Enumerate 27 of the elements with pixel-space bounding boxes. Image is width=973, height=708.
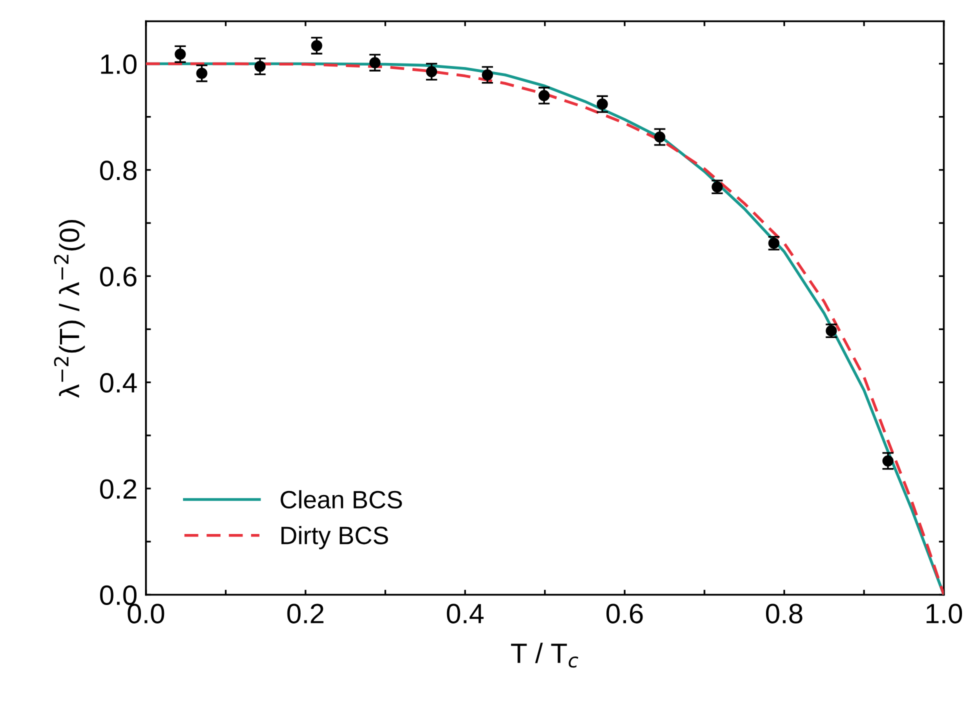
point — [311, 40, 322, 52]
x-tick-label: 0.2 — [287, 604, 324, 624]
point — [654, 131, 666, 143]
x-tick-label: 1.0 — [926, 604, 962, 624]
point — [254, 60, 266, 72]
y-axis-title: λ$^{−2}$(T) / λ$^{−2}$(0) — [54, 220, 85, 398]
point — [369, 57, 380, 68]
y-tick-label: 0.0 — [100, 585, 137, 606]
legend-label: Dirty BCS — [281, 526, 388, 550]
point — [538, 90, 550, 102]
y-tick-label: 0.6 — [100, 266, 136, 286]
point — [482, 69, 493, 80]
x-tick-label: 0.4 — [446, 604, 484, 624]
y-tick-label: 0.8 — [100, 160, 136, 180]
y-tick-label: 1.0 — [101, 54, 137, 74]
point — [596, 98, 608, 110]
point — [196, 68, 208, 79]
x-tick-label: 0.0 — [128, 604, 164, 624]
point — [426, 66, 438, 78]
x-tick-label: 0.6 — [606, 604, 643, 624]
y-tick-label: 0.4 — [100, 372, 137, 393]
y-tick-label: 0.2 — [100, 479, 136, 499]
x-axis-title: T / T$_{c}$ — [511, 642, 578, 668]
point — [882, 455, 894, 466]
point — [174, 48, 186, 60]
x-tick-label: 0.8 — [766, 604, 802, 624]
legend-label: Clean BCS — [280, 490, 402, 509]
